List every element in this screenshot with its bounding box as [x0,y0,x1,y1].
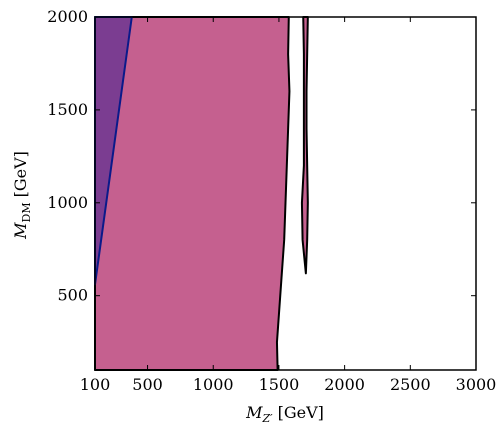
x-axis: 100 500 1000 1500 2000 2500 3000 [80,17,497,394]
x-tick-label: 500 [132,375,163,394]
x-tick-label: 100 [80,375,111,394]
plot-area [94,16,309,371]
excluded-region-2 [300,16,309,275]
y-tick-label: 1000 [47,193,88,212]
x-tick-label: 2500 [390,375,431,394]
plot-frame [94,16,477,371]
y-tick-label: 1500 [47,100,88,119]
x-tick-label: 1000 [193,375,234,394]
x-axis-title: MZ′ [GeV] [245,403,324,425]
y-tick-label: 500 [57,286,88,305]
excluded-region-1 [94,16,291,371]
x-tick-label: 1500 [259,375,300,394]
y-axis: 500 1000 1500 2000 [47,7,476,305]
y-axis-title: MDM[GeV] [11,151,33,240]
y-tick-label: 2000 [47,7,88,26]
x-tick-label: 3000 [456,375,497,394]
x-tick-label: 2000 [324,375,365,394]
